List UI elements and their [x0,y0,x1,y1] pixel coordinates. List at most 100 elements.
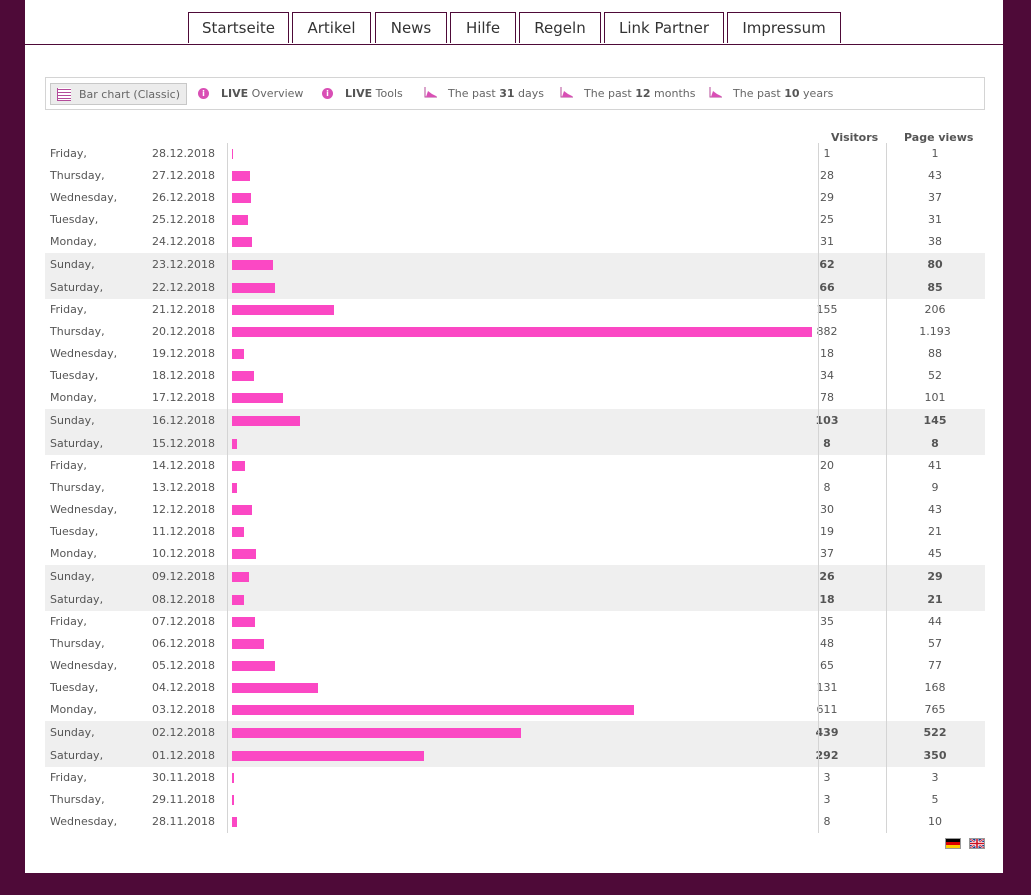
visitor-bar [232,705,634,715]
table-row: Thursday, 27.12.2018 28 43 [45,165,985,187]
visitors-value: 882 [816,325,838,338]
table-row: Saturday, 08.12.2018 18 21 [45,588,985,611]
table-row: Saturday, 15.12.2018 8 8 [45,432,985,455]
flag-uk-icon[interactable] [969,838,985,849]
past-31-days-pre: The past [448,87,496,100]
date-label: 12.12.2018 [152,503,215,516]
nav-tab-startseite[interactable]: Startseite [188,12,289,43]
visitor-bar [232,595,244,605]
date-label: 24.12.2018 [152,235,215,248]
weekday-label: Tuesday, [50,681,99,694]
live-tools-button[interactable]: i LIVE Tools [322,83,403,105]
visitors-value: 103 [815,414,839,427]
bar-chart-icon [57,88,71,101]
past-10-years-button[interactable]: The past 10 years [709,83,833,105]
weekday-label: Saturday, [50,593,104,606]
table-row: Saturday, 22.12.2018 66 85 [45,276,985,299]
pageviews-value: 21 [927,593,943,606]
weekday-label: Wednesday, [50,191,118,204]
visitors-value: 78 [820,391,834,404]
weekday-label: Monday, [50,547,97,560]
pageviews-column-divider [886,143,887,833]
past-12-months-button[interactable]: The past 12 months [560,83,695,105]
visitors-value: 37 [820,547,834,560]
visitors-value: 439 [815,726,839,739]
date-label: 11.12.2018 [152,525,215,538]
bar-chart-classic-button[interactable]: Bar chart (Classic) [50,83,188,105]
visitors-value: 20 [820,459,834,472]
visitors-value: 8 [823,481,831,494]
date-label: 28.11.2018 [152,815,215,828]
pageviews-value: 31 [928,213,942,226]
weekday-label: Friday, [50,771,87,784]
nav-tab-news[interactable]: News [375,12,447,43]
page-frame-bottom [0,873,1031,895]
visitors-value: 29 [820,191,834,204]
past-31-days-num: 31 [499,87,515,100]
flag-germany-icon[interactable] [945,838,961,849]
visitor-bar [232,327,812,337]
page-frame-left [0,0,25,895]
nav-tab-hilfe[interactable]: Hilfe [450,12,516,43]
past-10-years-post: years [803,87,834,100]
weekday-label: Sunday, [50,258,95,271]
visitors-value: 3 [823,793,831,806]
bar-axis-line [227,143,228,833]
visitors-value: 66 [819,281,835,294]
pageviews-value: 206 [924,303,946,316]
visitors-value: 26 [819,570,835,583]
past-31-days-button[interactable]: The past 31 days [424,83,544,105]
pageviews-value: 21 [928,525,942,538]
live-overview-bold: LIVE [221,87,249,100]
table-row: Sunday, 02.12.2018 439 522 [45,721,985,744]
pageviews-value: 1 [931,147,939,160]
visitor-bar [232,371,254,381]
pageviews-value: 350 [923,749,947,762]
visitors-value: 155 [816,303,838,316]
pageviews-value: 38 [928,235,942,248]
date-label: 02.12.2018 [152,726,215,739]
past-10-years-pre: The past [733,87,781,100]
table-row: Friday, 30.11.2018 3 3 [45,767,985,789]
page-content: Startseite Artikel News Hilfe Regeln Lin… [25,0,1003,873]
date-label: 08.12.2018 [152,593,215,606]
visitor-bar [232,193,251,203]
weekday-label: Wednesday, [50,503,118,516]
date-label: 10.12.2018 [152,547,215,560]
table-row: Monday, 10.12.2018 37 45 [45,543,985,565]
live-overview-label: Overview [251,87,304,100]
date-label: 20.12.2018 [152,325,215,338]
nav-tab-link-partner[interactable]: Link Partner [604,12,724,43]
area-chart-icon [424,87,437,98]
table-row: Thursday, 29.11.2018 3 5 [45,789,985,811]
nav-tab-artikel[interactable]: Artikel [292,12,371,43]
date-label: 29.11.2018 [152,793,215,806]
weekday-label: Wednesday, [50,347,118,360]
visitor-bar [232,617,255,627]
nav-tab-impressum[interactable]: Impressum [727,12,841,43]
past-10-years-num: 10 [784,87,800,100]
pageviews-value: 41 [928,459,942,472]
visitors-value: 19 [820,525,834,538]
pageviews-value: 5 [931,793,939,806]
visitor-bar [232,393,283,403]
date-label: 04.12.2018 [152,681,215,694]
live-overview-button[interactable]: i LIVE Overview [198,83,303,105]
pageviews-value: 8 [931,437,939,450]
pageviews-value: 1.193 [919,325,951,338]
date-label: 17.12.2018 [152,391,215,404]
table-row: Monday, 24.12.2018 31 38 [45,231,985,253]
visitors-value: 48 [820,637,834,650]
table-row: Sunday, 23.12.2018 62 80 [45,253,985,276]
pageviews-value: 88 [928,347,942,360]
nav-tab-regeln[interactable]: Regeln [519,12,601,43]
weekday-label: Friday, [50,147,87,160]
pageviews-value: 29 [927,570,943,583]
weekday-label: Monday, [50,703,97,716]
visitor-bar [232,349,244,359]
table-row: Sunday, 09.12.2018 26 29 [45,565,985,588]
visitors-value: 18 [819,593,835,606]
weekday-label: Thursday, [50,325,105,338]
pageviews-value: 80 [927,258,943,271]
table-row: Wednesday, 12.12.2018 30 43 [45,499,985,521]
